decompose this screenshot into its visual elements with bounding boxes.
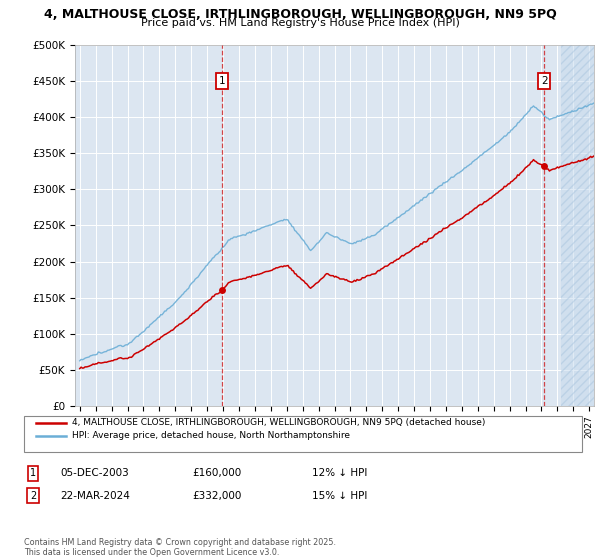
Text: 4, MALTHOUSE CLOSE, IRTHLINGBOROUGH, WELLINGBOROUGH, NN9 5PQ (detached house): 4, MALTHOUSE CLOSE, IRTHLINGBOROUGH, WEL… xyxy=(72,418,485,427)
Text: £332,000: £332,000 xyxy=(192,491,241,501)
Text: £160,000: £160,000 xyxy=(192,468,241,478)
Text: Price paid vs. HM Land Registry's House Price Index (HPI): Price paid vs. HM Land Registry's House … xyxy=(140,18,460,28)
Text: 2: 2 xyxy=(30,491,36,501)
Text: 22-MAR-2024: 22-MAR-2024 xyxy=(60,491,130,501)
Text: 12% ↓ HPI: 12% ↓ HPI xyxy=(312,468,367,478)
Text: 4, MALTHOUSE CLOSE, IRTHLINGBOROUGH, WELLINGBOROUGH, NN9 5PQ: 4, MALTHOUSE CLOSE, IRTHLINGBOROUGH, WEL… xyxy=(44,8,556,21)
Text: 15% ↓ HPI: 15% ↓ HPI xyxy=(312,491,367,501)
Bar xyxy=(562,45,600,406)
Text: HPI: Average price, detached house, North Northamptonshire: HPI: Average price, detached house, Nort… xyxy=(72,431,350,440)
Text: 1: 1 xyxy=(30,468,36,478)
Text: 1: 1 xyxy=(218,76,225,86)
Text: Contains HM Land Registry data © Crown copyright and database right 2025.
This d: Contains HM Land Registry data © Crown c… xyxy=(24,538,336,557)
Text: 2: 2 xyxy=(541,76,547,86)
Text: 05-DEC-2003: 05-DEC-2003 xyxy=(60,468,129,478)
